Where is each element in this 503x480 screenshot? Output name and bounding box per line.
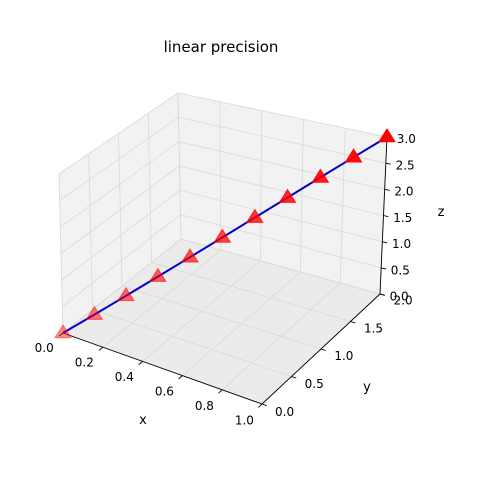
y-tick-label: 2.0 (394, 293, 413, 307)
z-tick-label: 2.0 (394, 185, 413, 199)
triangle-marker (148, 267, 167, 282)
triangle-marker (245, 208, 264, 223)
grid-line (151, 262, 351, 322)
grid-line (179, 165, 384, 216)
grid-line (177, 92, 388, 138)
grid-line (62, 238, 182, 334)
grid-line (180, 238, 381, 295)
tick-mark (350, 321, 356, 324)
grid-line (58, 92, 179, 175)
tick-mark (320, 348, 326, 351)
x-tick-label: 0.2 (75, 356, 94, 370)
plot-series (54, 128, 396, 339)
grid-line (180, 214, 382, 269)
triangle-marker (213, 228, 232, 243)
triangle-marker (378, 128, 396, 143)
triangle-marker (54, 324, 72, 339)
y-tick-label: 0.0 (275, 405, 294, 419)
tick-mark (261, 403, 267, 407)
grid-line (178, 141, 385, 190)
triangle-marker (311, 168, 330, 183)
z-axis-label: z (438, 205, 445, 220)
y-tick-label: 1.5 (364, 321, 383, 335)
triangle-marker (85, 305, 104, 320)
z-tick-label: 0.5 (391, 263, 410, 277)
grid-line (121, 285, 322, 350)
x-tick-label: 0.8 (195, 399, 214, 413)
tick-mark (384, 188, 390, 191)
triangle-marker (117, 286, 135, 302)
grid-line (62, 214, 181, 307)
tick-mark (382, 241, 388, 244)
z-tick-label: 3.0 (397, 132, 416, 146)
tick-mark (178, 375, 183, 380)
chart-title: linear precision (164, 38, 279, 56)
x-tick-label: 0.6 (155, 384, 174, 398)
tick-mark (385, 162, 391, 165)
grid-line (59, 117, 179, 201)
z-tick-label: 1.5 (393, 211, 412, 225)
tick-mark (138, 361, 143, 365)
tick-mark (379, 293, 385, 296)
triangle-marker (278, 188, 297, 203)
y-tick-label: 1.0 (334, 349, 353, 363)
y-axis-label: y (363, 380, 371, 395)
tick-marks (58, 136, 392, 408)
x-tick-label: 0.4 (115, 370, 134, 384)
x-axis-label: x (139, 413, 147, 428)
x-tick-label: 0.0 (35, 341, 54, 355)
tick-mark (291, 376, 297, 379)
tick-mark (381, 267, 387, 270)
tick-labels: 0.00.20.40.60.81.00.00.51.01.52.00.00.51… (35, 132, 416, 427)
grid-line (60, 165, 180, 254)
x-axis-line (62, 332, 263, 405)
grid-line (179, 189, 383, 243)
tick-mark (383, 215, 389, 218)
triangle-marker (344, 148, 363, 163)
grid-line (92, 309, 292, 377)
x-tick-label: 1.0 (235, 413, 254, 427)
tick-mark (98, 346, 104, 351)
z-tick-label: 1.0 (392, 237, 411, 251)
z-tick-label: 0.0 (390, 290, 409, 304)
grid-line (60, 141, 180, 228)
z-tick-label: 2.5 (396, 158, 415, 172)
triangle-marker (181, 248, 199, 263)
tick-mark (58, 332, 64, 337)
tick-mark (258, 403, 263, 408)
y-tick-label: 0.5 (305, 377, 324, 391)
tick-mark (218, 389, 223, 394)
grid-line (61, 190, 181, 281)
